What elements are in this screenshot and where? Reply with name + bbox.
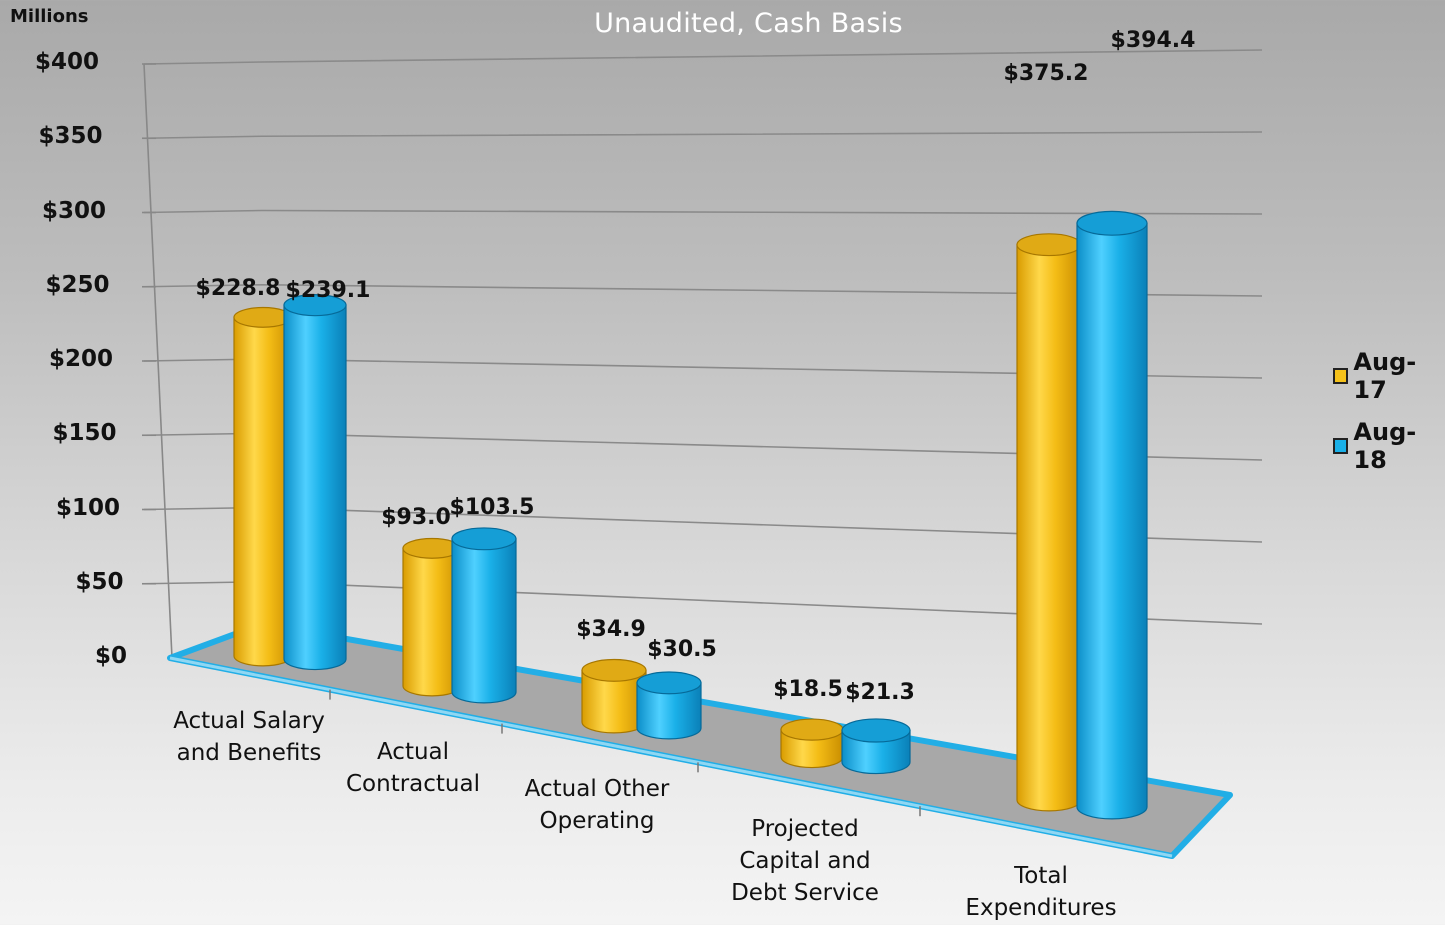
y-tick-label: $250 — [45, 271, 110, 298]
data-label-aug-17-2: $93.0 — [381, 505, 451, 530]
bar-body-aug-18-3 — [636, 682, 702, 740]
x-tick-label: Actual Salary and Benefits — [173, 708, 325, 766]
legend-swatch-series-1 — [1333, 368, 1349, 384]
bar-aug-18-4 — [841, 718, 911, 775]
bar-body-aug-18-4 — [841, 729, 911, 775]
bar-aug-17-5 — [1016, 233, 1082, 812]
legend-item-series-1: Aug-17 — [1333, 348, 1445, 404]
data-label-aug-18-4: $21.3 — [845, 680, 915, 705]
data-label-aug-17-3: $34.9 — [576, 617, 646, 642]
bar-aug-18-2 — [451, 527, 517, 704]
data-label-aug-17-5: $375.2 — [1003, 61, 1089, 86]
legend-swatch-series-2 — [1333, 438, 1349, 454]
x-tick-label: Actual Contractual — [345, 739, 480, 797]
bar-body-aug-17-5 — [1016, 244, 1082, 812]
bar-aug-17-2 — [402, 537, 462, 697]
y-tick-label: $200 — [48, 346, 113, 372]
x-tick-label: Actual Other Operating — [524, 776, 670, 834]
bar-top-aug-18-1 — [283, 293, 347, 317]
bar-aug-17-3 — [581, 658, 647, 734]
y-tick-label: $150 — [52, 420, 117, 447]
legend-item-series-2: Aug-18 — [1333, 418, 1445, 474]
x-axis-line — [169, 656, 1173, 858]
y-tick-label: $50 — [75, 568, 124, 595]
bar-top-aug-18-2 — [451, 527, 517, 551]
y-tick-label: $400 — [34, 49, 99, 75]
gridline-5 — [143, 283, 1263, 297]
y-tick-label: $100 — [55, 494, 120, 521]
y-tick-label: $350 — [38, 123, 103, 150]
bar-aug-17-4 — [780, 718, 844, 769]
y-axis-line — [143, 63, 173, 659]
gridline-8 — [143, 49, 1263, 65]
chart-legend: Aug-17 Aug-18 — [1333, 348, 1445, 500]
bar-aug-17-1 — [233, 306, 293, 667]
bar-body-aug-18-1 — [283, 304, 347, 671]
bar-top-aug-18-3 — [636, 671, 702, 695]
gridline-7 — [143, 131, 1263, 140]
bar-body-aug-18-5 — [1076, 222, 1148, 820]
bar-top-aug-17-3 — [581, 658, 647, 682]
bar-top-aug-17-1 — [233, 306, 293, 328]
data-label-aug-17-4: $18.5 — [773, 677, 843, 702]
bar-top-aug-18-5 — [1076, 210, 1148, 236]
x-tick-label: Total Expenditures — [965, 863, 1117, 921]
y-axis-unit-label: Millions — [10, 6, 89, 27]
y-tick-label: $0 — [94, 643, 127, 669]
bar-body-aug-17-1 — [233, 316, 293, 667]
bar-top-aug-17-4 — [780, 718, 844, 741]
data-label-aug-18-2: $103.5 — [449, 495, 535, 520]
chart-subtitle: Unaudited, Cash Basis — [594, 8, 903, 39]
data-label-aug-18-5: $394.4 — [1110, 28, 1196, 53]
legend-label-series-1: Aug-17 — [1353, 348, 1417, 404]
legend-label-series-2: Aug-18 — [1353, 418, 1417, 474]
bar-aug-18-5 — [1076, 210, 1148, 820]
bar-body-aug-18-2 — [451, 538, 517, 704]
bar-top-aug-17-5 — [1016, 233, 1082, 257]
bar-aug-18-1 — [283, 293, 347, 671]
x-tick-label: Projected Capital and Debt Service — [731, 816, 879, 906]
data-label-aug-18-1: $239.1 — [285, 278, 371, 303]
data-label-aug-17-1: $228.8 — [195, 276, 281, 301]
bar-top-aug-18-4 — [841, 718, 911, 743]
bar-aug-18-3 — [636, 671, 702, 740]
gridline-6 — [143, 209, 1263, 215]
data-label-aug-18-3: $30.5 — [647, 637, 717, 662]
y-tick-label: $300 — [41, 197, 106, 224]
